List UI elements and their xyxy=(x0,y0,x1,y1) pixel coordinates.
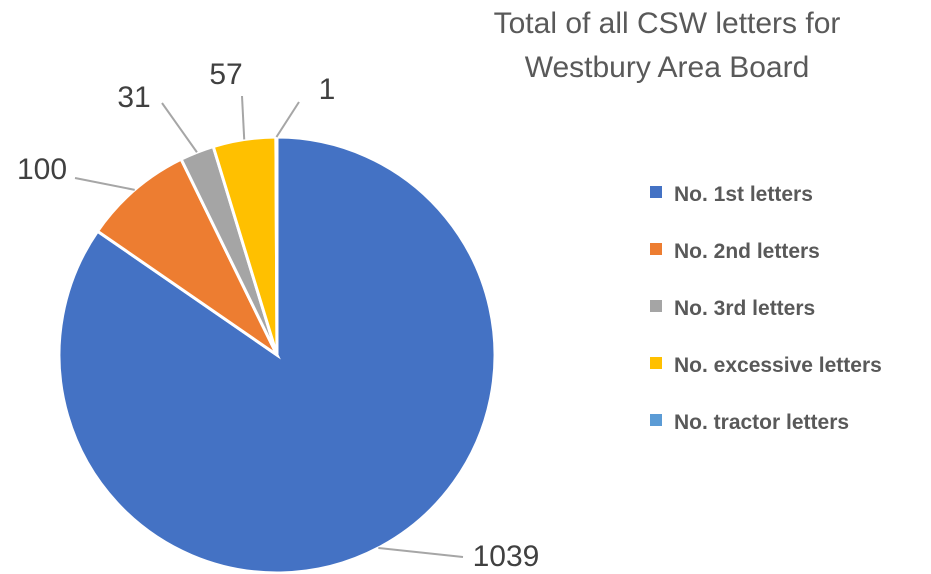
legend-swatch-2 xyxy=(650,243,662,255)
data-label-1: 1039 xyxy=(473,540,540,573)
pie-slice-5 xyxy=(274,135,279,356)
leader-line-2 xyxy=(74,177,135,191)
legend-swatch-1 xyxy=(650,186,662,198)
data-labels: 1039 100 31 57 1 xyxy=(17,58,539,573)
legend-label-5: No. tractor letters xyxy=(674,411,849,434)
legend-label-3: No. 3rd letters xyxy=(674,297,815,320)
chart-title-line-1: Total of all CSW letters for xyxy=(494,7,841,40)
pie-slices xyxy=(57,135,497,574)
leader-line-1 xyxy=(378,547,464,558)
legend-swatch-4 xyxy=(650,357,662,369)
legend-label-2: No. 2nd letters xyxy=(674,240,820,263)
leader-line-3 xyxy=(161,102,198,153)
leader-line-5 xyxy=(275,101,300,138)
chart-title-line-2: Westbury Area Board xyxy=(525,51,810,84)
leader-lines xyxy=(74,95,464,558)
data-label-5: 1 xyxy=(319,73,336,106)
chart-title: Total of all CSW letters for Westbury Ar… xyxy=(494,7,841,84)
legend-swatch-5 xyxy=(650,414,662,426)
data-label-3: 31 xyxy=(117,81,150,114)
legend-label-1: No. 1st letters xyxy=(674,183,813,206)
legend-swatch-3 xyxy=(650,300,662,312)
data-label-4: 57 xyxy=(209,58,242,91)
leader-line-4 xyxy=(241,95,246,140)
data-label-2: 100 xyxy=(17,153,67,186)
legend-label-4: No. excessive letters xyxy=(674,354,882,377)
legend: No. 1st letters No. 2nd letters No. 3rd le… xyxy=(650,183,882,434)
